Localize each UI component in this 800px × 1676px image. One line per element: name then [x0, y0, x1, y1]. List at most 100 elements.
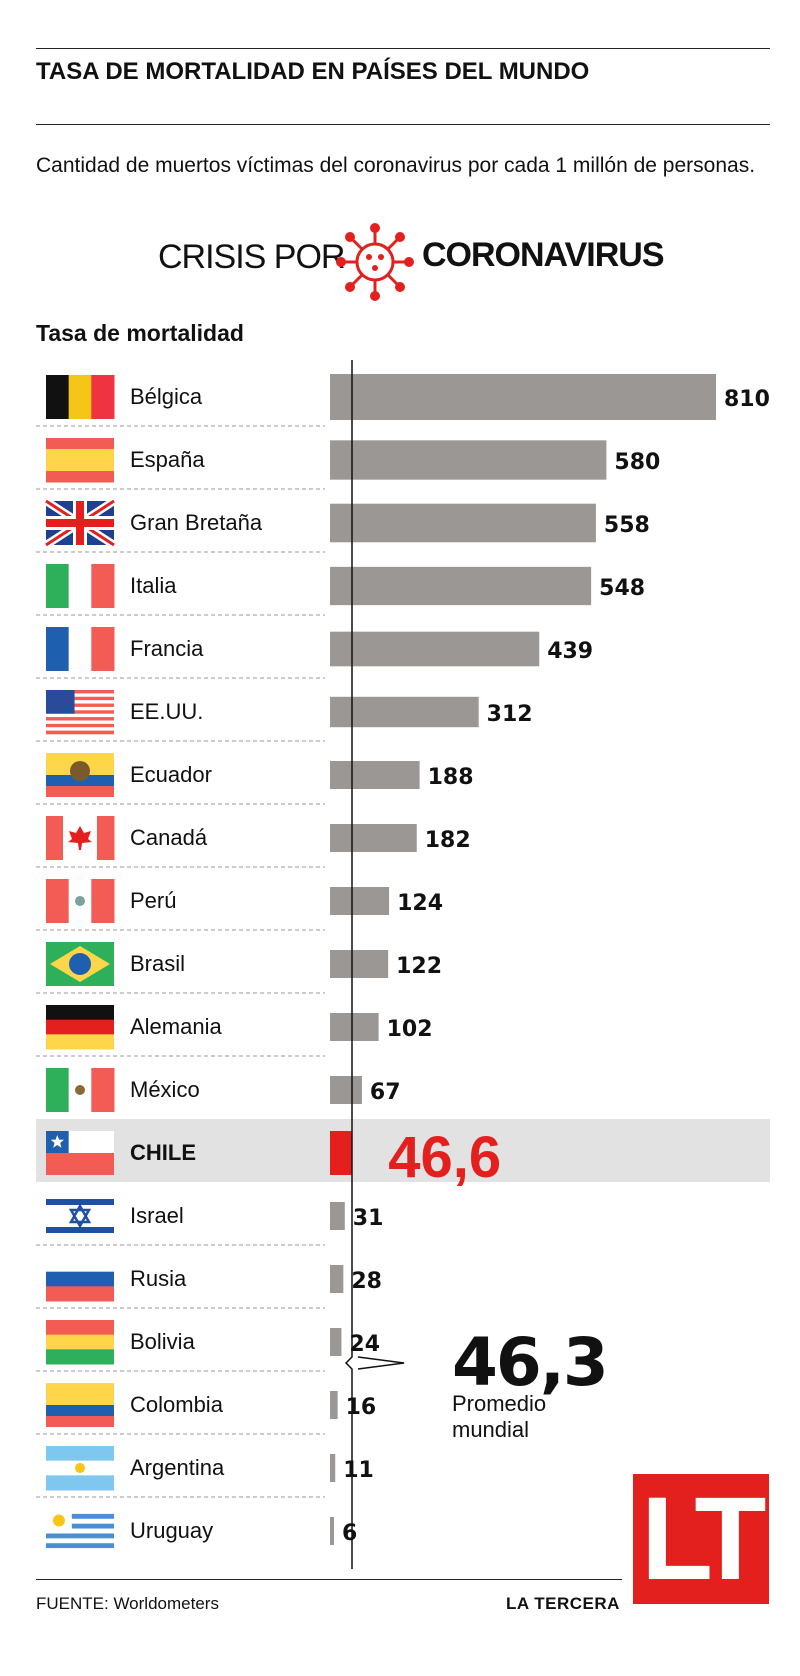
bar: [330, 824, 417, 852]
page-title: TASA DE MORTALIDAD EN PAÍSES DEL MUNDO: [36, 58, 590, 85]
flag-icon: [46, 1068, 115, 1112]
bar: [330, 503, 596, 543]
flag-globe: [69, 953, 91, 975]
flag-stripe: [46, 723, 114, 728]
flag-stripe: [91, 564, 115, 608]
flag-icon: [46, 942, 114, 986]
flag-stripe: [46, 1548, 114, 1554]
country-label: Alemania: [130, 1014, 222, 1039]
flag-icon: [46, 879, 115, 923]
value-label: 312: [487, 702, 533, 727]
country-label: Bolivia: [130, 1329, 196, 1354]
flag-stripe: [46, 1034, 114, 1050]
flag-stripe: [46, 1528, 114, 1534]
flag-stripe: [46, 1199, 114, 1205]
flag-stripe: [46, 1286, 114, 1302]
flag-stripe: [91, 375, 115, 419]
flag-icon: [43, 497, 117, 549]
bar: [330, 1131, 353, 1175]
bar: [330, 1517, 334, 1545]
bar: [330, 374, 716, 420]
country-label: Argentina: [130, 1455, 225, 1480]
bar: [330, 887, 390, 915]
star-icon: [50, 1135, 64, 1148]
flag-stripe: [46, 460, 114, 472]
star-of-david-icon: [68, 1203, 92, 1224]
flag-stripe: [46, 1538, 114, 1544]
flag-stripe: [68, 627, 92, 671]
bar: [330, 1202, 345, 1230]
country-label: Rusia: [130, 1266, 187, 1291]
flag-stripe: [46, 727, 114, 731]
flag-emblem: [75, 896, 85, 906]
chart-heading: Tasa de mortalidad: [36, 320, 244, 346]
flag-icon: [46, 564, 115, 608]
flag-stripe: [46, 1227, 114, 1233]
flag-icon: [46, 1194, 114, 1238]
country-label: México: [130, 1077, 200, 1102]
bar: [330, 1076, 362, 1104]
bar: [330, 1328, 342, 1356]
flag-stripe: [46, 700, 114, 704]
flag-icon: [46, 1320, 114, 1365]
country-label: Francia: [130, 636, 204, 661]
value-label: 16: [346, 1395, 377, 1420]
value-label: 548: [599, 576, 645, 601]
flag-stripe: [46, 1005, 114, 1021]
bar: [330, 950, 389, 978]
flag-stripe: [46, 690, 114, 694]
value-label: 122: [396, 954, 442, 979]
flag-stripe: [46, 1543, 114, 1549]
country-label: Perú: [130, 888, 176, 913]
value-label: 28: [351, 1269, 382, 1294]
flag-cross: [46, 519, 114, 527]
average-pointer: [357, 1356, 405, 1370]
flag-icon: [46, 690, 114, 735]
bar: [330, 440, 607, 480]
flag-stripe: [46, 786, 114, 797]
flag-stripe: [46, 1513, 114, 1520]
lt-logo-text: LT: [641, 1473, 766, 1605]
flag-stripe: [46, 1446, 114, 1462]
flag-stripe: [46, 1533, 114, 1539]
flag-stripe: [46, 1405, 114, 1416]
flag-stripe: [46, 449, 114, 461]
value-label: 439: [547, 639, 593, 664]
flag-stripe: [46, 1475, 114, 1491]
flag-stripe: [46, 816, 64, 860]
flag-stripe: [68, 564, 92, 608]
value-label: 31: [353, 1206, 384, 1231]
flag-stripe: [46, 375, 70, 419]
flag-icon: [46, 1257, 114, 1302]
value-label: 11: [343, 1458, 374, 1483]
flag-stripe: [46, 879, 70, 923]
flag-stripe: [80, 816, 98, 860]
sun-icon: [75, 1463, 85, 1473]
country-label: Canadá: [130, 825, 208, 850]
flag-icon: [46, 1131, 114, 1175]
bar: [330, 566, 592, 606]
flag-stripe: [46, 1383, 114, 1405]
flag-stripe: [91, 1068, 115, 1112]
footer-rule: [36, 1579, 622, 1580]
flag-icon: [46, 375, 115, 419]
page-subtitle: Cantidad de muertos víctimas del coronav…: [36, 154, 756, 177]
flag-icon: [46, 1509, 114, 1554]
source-note: FUENTE: Worldometers: [36, 1594, 219, 1613]
flag-stripe: [46, 438, 114, 450]
country-label: Italia: [130, 573, 177, 598]
bar: [330, 761, 420, 789]
flag-stripe: [46, 627, 70, 671]
flag-stripe: [46, 1320, 114, 1336]
value-label: 188: [428, 765, 474, 790]
flag-stripe: [46, 693, 114, 698]
country-label: EE.UU.: [130, 699, 203, 724]
bar: [330, 1013, 379, 1041]
bar: [330, 1391, 338, 1419]
crisis-banner: CRISIS POR CORONAVIRUS: [0, 222, 800, 302]
highlight-row: [36, 1119, 770, 1182]
bar: [330, 1454, 336, 1482]
flag-stripe: [91, 627, 115, 671]
flag-stripe: [46, 1416, 114, 1427]
